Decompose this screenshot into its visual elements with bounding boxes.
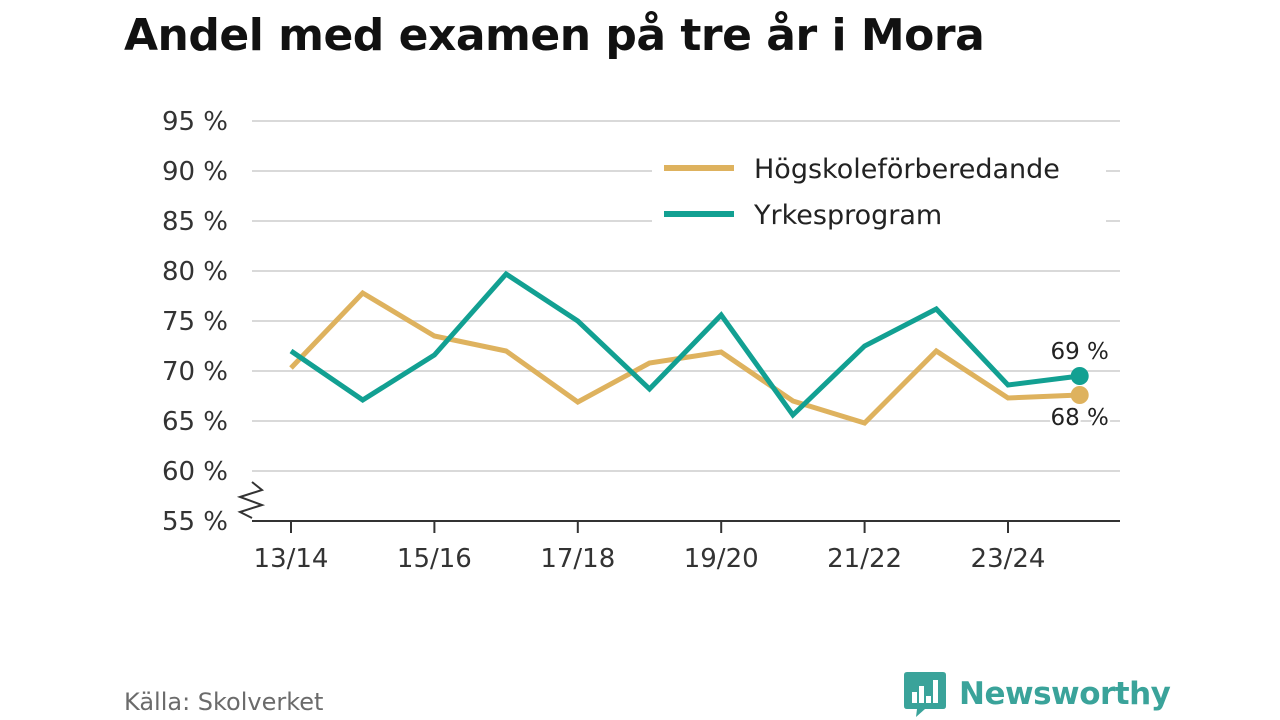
y-tick-label: 90 % (162, 157, 228, 187)
source-note: Källa: Skolverket (124, 688, 324, 716)
y-tick-label: 60 % (162, 457, 228, 487)
series-line-2 (289, 270, 1081, 419)
x-axis-ticks: 13/14 15/16 17/18 19/20 21/22 23/24 (254, 521, 1046, 574)
y-tick-label: 85 % (162, 207, 228, 237)
y-tick-label: 70 % (162, 357, 228, 387)
end-label-1: 68 % (1050, 405, 1108, 431)
chart-title: Andel med examen på tre år i Mora (124, 10, 985, 61)
brand-logo: Newsworthy (903, 670, 1171, 718)
y-tick-label: 75 % (162, 307, 228, 337)
x-tick-label: 17/18 (540, 544, 615, 574)
y-tick-label: 65 % (162, 407, 228, 437)
series-line-1 (289, 289, 1080, 426)
end-marker-1 (1070, 386, 1089, 404)
y-tick-label: 55 % (162, 507, 228, 537)
legend: Högskoleförberedande Yrkesprogram (652, 146, 1106, 231)
y-tick-label: 95 % (162, 107, 228, 137)
x-tick-label: 13/14 (254, 544, 329, 574)
series-lines (289, 270, 1081, 426)
end-labels: 68 % 69 % (1048, 337, 1111, 434)
x-axis (236, 481, 1120, 522)
x-tick-label: 15/16 (397, 544, 472, 574)
end-marker-2 (1070, 367, 1089, 385)
end-label-2: 69 % (1050, 339, 1108, 365)
x-tick-label: 21/22 (827, 544, 902, 574)
x-tick-label: 19/20 (684, 544, 759, 574)
y-axis-break (236, 481, 266, 519)
line-chart: 55 % 60 % 65 % 70 % 75 % 80 % 85 % 90 % 95 % 13/… (162, 107, 1120, 574)
y-tick-label: 80 % (162, 257, 228, 287)
legend-label: Högskoleförberedande (754, 154, 1060, 185)
x-tick-label: 23/24 (971, 544, 1046, 574)
legend-label: Yrkesprogram (753, 200, 942, 231)
brand-name: Newsworthy (959, 676, 1171, 712)
y-axis-ticks: 55 % 60 % 65 % 70 % 75 % 80 % 85 % 90 % 95 % (162, 107, 228, 537)
newsworthy-logo-icon (904, 672, 946, 717)
